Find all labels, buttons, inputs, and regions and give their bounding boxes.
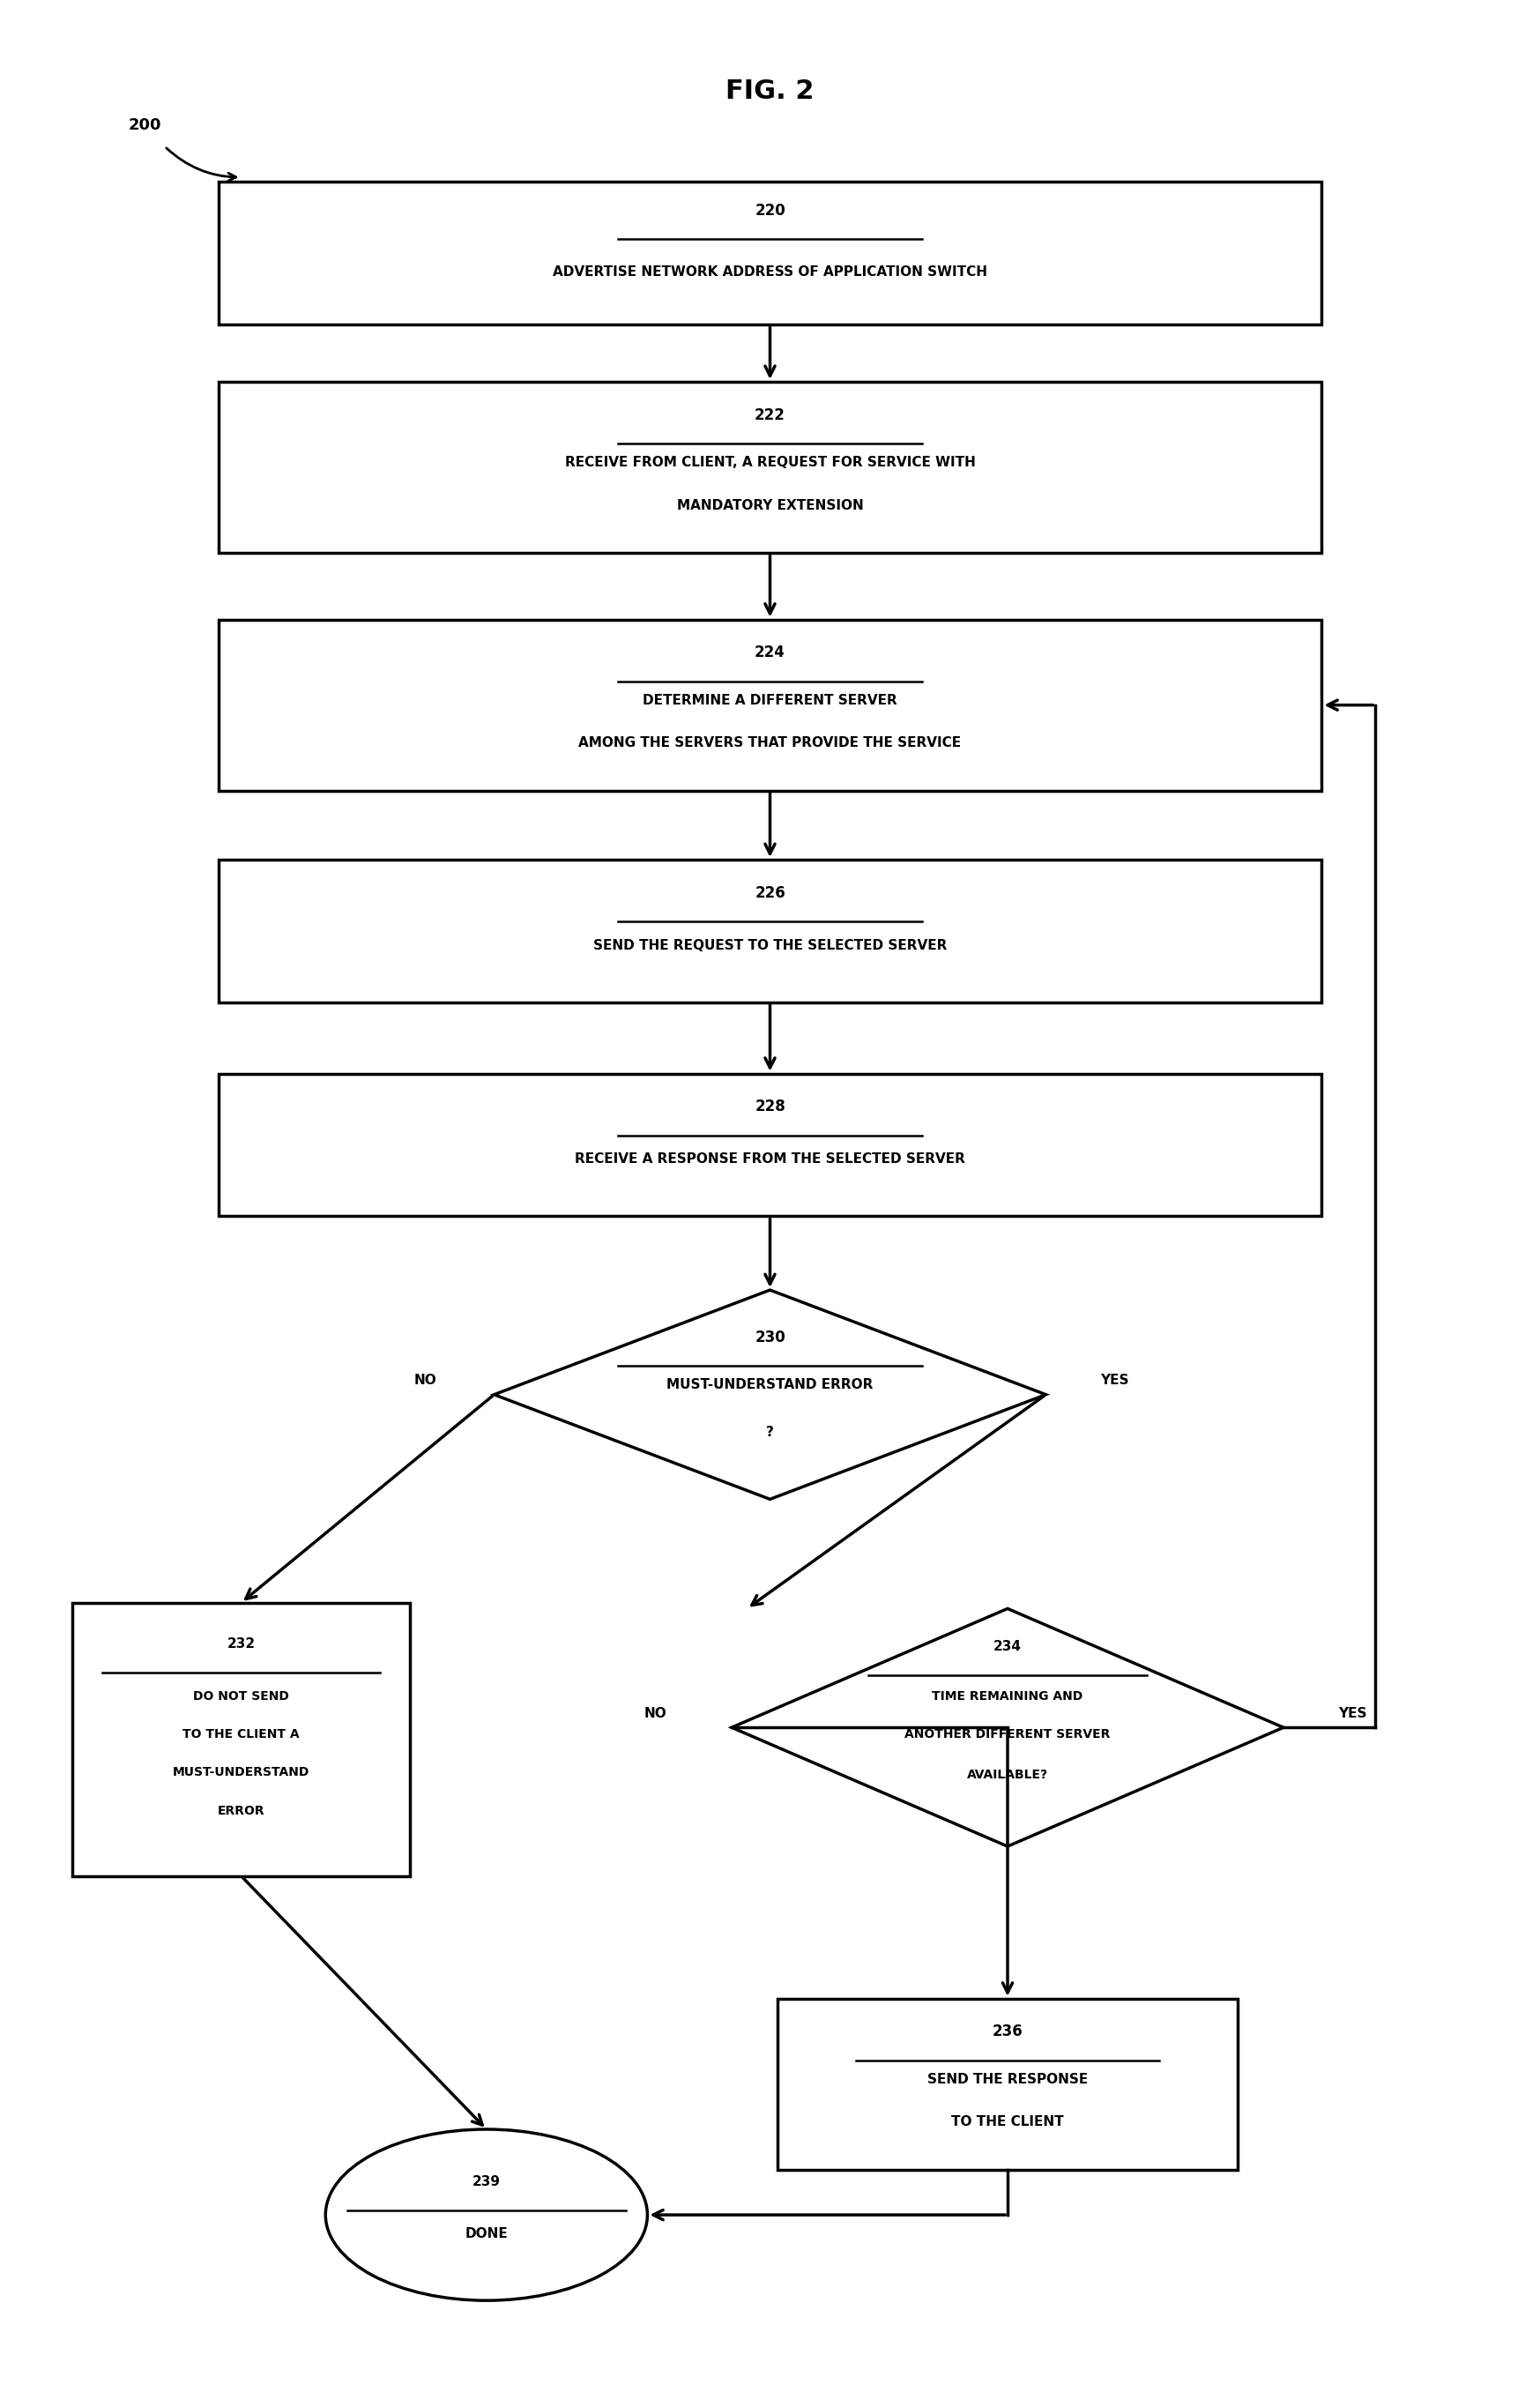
FancyBboxPatch shape [219,382,1321,553]
Text: MUST-UNDERSTAND: MUST-UNDERSTAND [172,1767,310,1779]
Text: 220: 220 [755,203,785,219]
FancyBboxPatch shape [778,1999,1238,2170]
Text: DONE: DONE [465,2228,508,2240]
Text: ANOTHER DIFFERENT SERVER: ANOTHER DIFFERENT SERVER [904,1729,1110,1741]
Text: AMONG THE SERVERS THAT PROVIDE THE SERVICE: AMONG THE SERVERS THAT PROVIDE THE SERVI… [579,737,961,749]
Text: ERROR: ERROR [217,1805,265,1817]
Text: 222: 222 [755,408,785,422]
Text: 230: 230 [755,1328,785,1345]
Text: ?: ? [765,1426,775,1438]
FancyBboxPatch shape [72,1603,410,1877]
Text: SEND THE RESPONSE: SEND THE RESPONSE [927,2073,1087,2087]
Text: 234: 234 [993,1641,1021,1653]
Text: ADVERTISE NETWORK ADDRESS OF APPLICATION SWITCH: ADVERTISE NETWORK ADDRESS OF APPLICATION… [553,265,987,279]
Text: DO NOT SEND: DO NOT SEND [192,1691,290,1703]
Text: 236: 236 [992,2025,1023,2039]
Text: YES: YES [1101,1374,1129,1388]
Polygon shape [494,1290,1046,1500]
Text: RECEIVE FROM CLIENT, A REQUEST FOR SERVICE WITH: RECEIVE FROM CLIENT, A REQUEST FOR SERVI… [565,456,975,470]
Polygon shape [732,1607,1283,1846]
Text: 200: 200 [128,117,162,134]
Text: RECEIVE A RESPONSE FROM THE SELECTED SERVER: RECEIVE A RESPONSE FROM THE SELECTED SER… [574,1152,966,1166]
Text: TO THE CLIENT: TO THE CLIENT [952,2115,1064,2130]
Text: TIME REMAINING AND: TIME REMAINING AND [932,1691,1083,1703]
Text: 232: 232 [226,1638,256,1650]
Text: 224: 224 [755,644,785,661]
Text: 226: 226 [755,885,785,902]
Text: SEND THE REQUEST TO THE SELECTED SERVER: SEND THE REQUEST TO THE SELECTED SERVER [593,940,947,952]
Text: TO THE CLIENT A: TO THE CLIENT A [183,1729,300,1741]
Ellipse shape [325,2130,647,2302]
Text: FIG. 2: FIG. 2 [725,79,815,105]
Text: YES: YES [1338,1708,1366,1720]
FancyBboxPatch shape [219,859,1321,1002]
FancyBboxPatch shape [219,620,1321,792]
Text: 239: 239 [473,2175,500,2187]
Text: DETERMINE A DIFFERENT SERVER: DETERMINE A DIFFERENT SERVER [642,694,898,706]
FancyBboxPatch shape [219,181,1321,324]
Text: MUST-UNDERSTAND ERROR: MUST-UNDERSTAND ERROR [667,1379,873,1393]
Text: AVAILABLE?: AVAILABLE? [967,1770,1049,1782]
Text: MANDATORY EXTENSION: MANDATORY EXTENSION [676,498,864,513]
FancyBboxPatch shape [219,1073,1321,1216]
Text: NO: NO [414,1374,436,1388]
Text: 228: 228 [755,1099,785,1114]
Text: NO: NO [644,1708,667,1720]
